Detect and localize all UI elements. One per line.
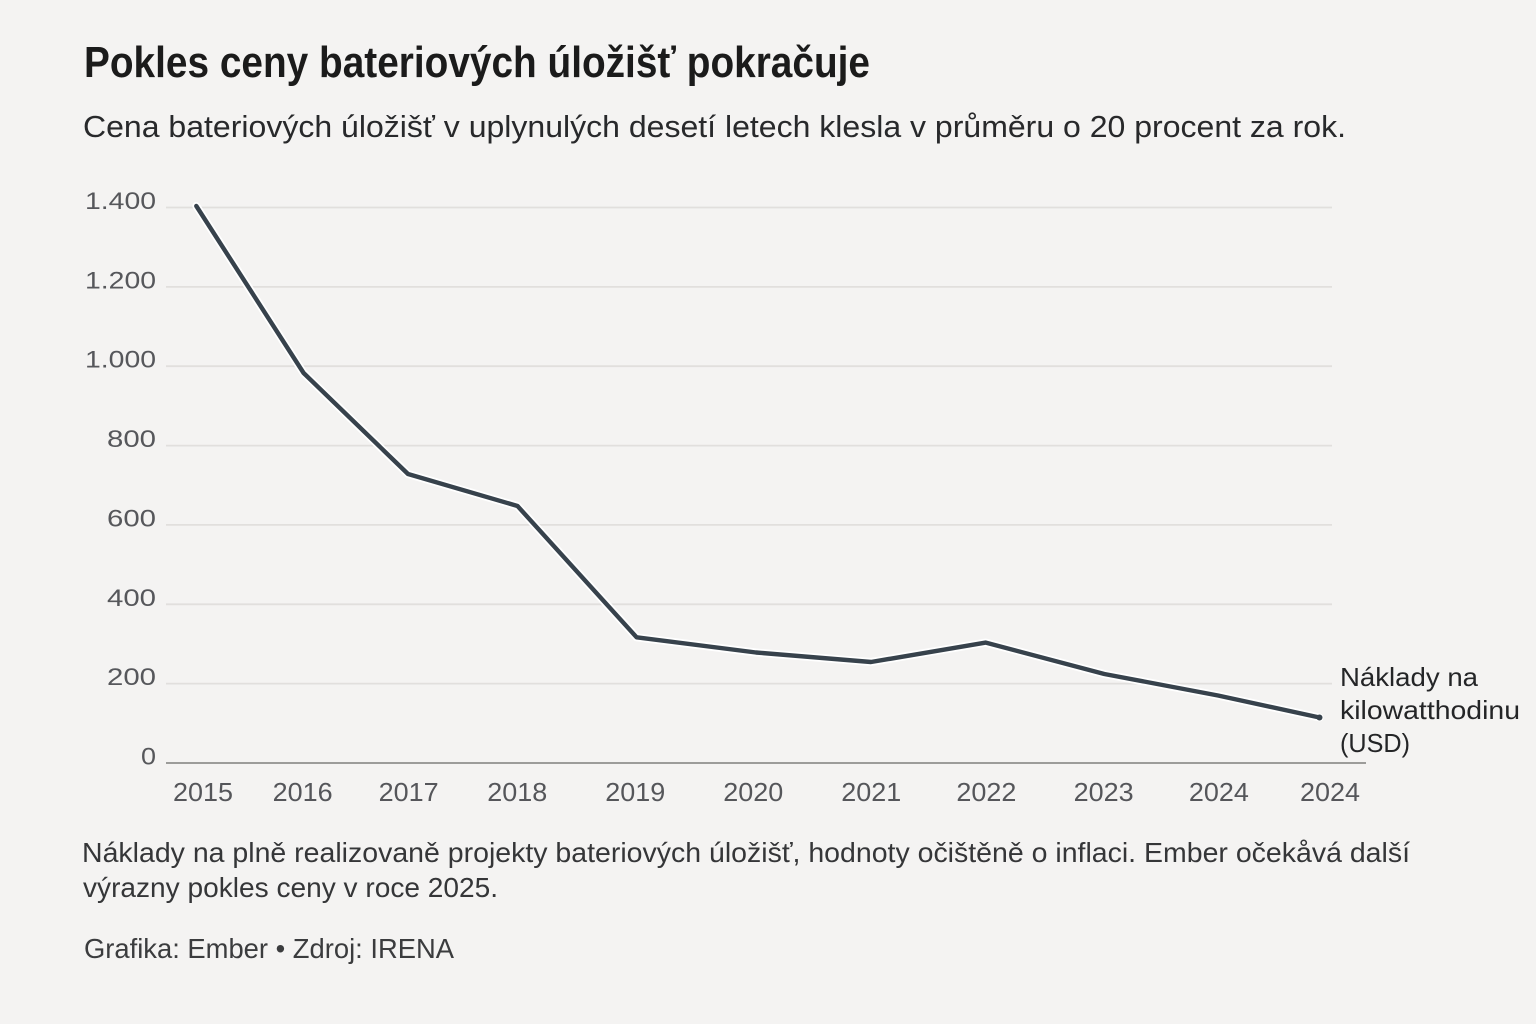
svg-text:1.400: 1.400: [85, 188, 156, 215]
svg-text:1.200: 1.200: [85, 267, 156, 294]
svg-text:(USD): (USD): [1340, 728, 1410, 758]
svg-text:2023: 2023: [1074, 777, 1134, 807]
svg-text:Cena bateriových úložišť v upl: Cena bateriových úložišť v uplynulých de…: [83, 109, 1346, 144]
svg-text:2022: 2022: [956, 777, 1016, 807]
svg-text:2016: 2016: [273, 777, 333, 807]
svg-text:2015: 2015: [173, 777, 233, 807]
svg-text:600: 600: [107, 505, 156, 532]
svg-text:2018: 2018: [487, 777, 547, 807]
svg-text:400: 400: [107, 585, 156, 612]
svg-text:Náklady na plně realizovaně pr: Náklady na plně realizovaně projekty bat…: [82, 837, 1410, 868]
svg-text:Pokles ceny bateriových úložiš: Pokles ceny bateriových úložišť pokračuj…: [84, 38, 870, 87]
svg-text:0: 0: [141, 744, 156, 771]
svg-text:200: 200: [107, 664, 156, 691]
svg-text:2024: 2024: [1189, 777, 1249, 807]
svg-text:2024: 2024: [1300, 777, 1360, 807]
svg-text:2017: 2017: [379, 777, 439, 807]
svg-text:2021: 2021: [841, 777, 901, 807]
svg-text:Grafika: Ember • Zdroj: IRENA: Grafika: Ember • Zdroj: IRENA: [84, 933, 454, 964]
svg-text:kilowatthodinu: kilowatthodinu: [1340, 695, 1520, 725]
svg-text:Náklady na: Náklady na: [1340, 662, 1479, 692]
svg-text:2020: 2020: [723, 777, 783, 807]
svg-text:výrazny pokles ceny v roce 202: výrazny pokles ceny v roce 2025.: [83, 872, 498, 903]
svg-text:2019: 2019: [605, 777, 665, 807]
svg-text:1.000: 1.000: [85, 347, 156, 374]
svg-text:800: 800: [107, 426, 156, 453]
